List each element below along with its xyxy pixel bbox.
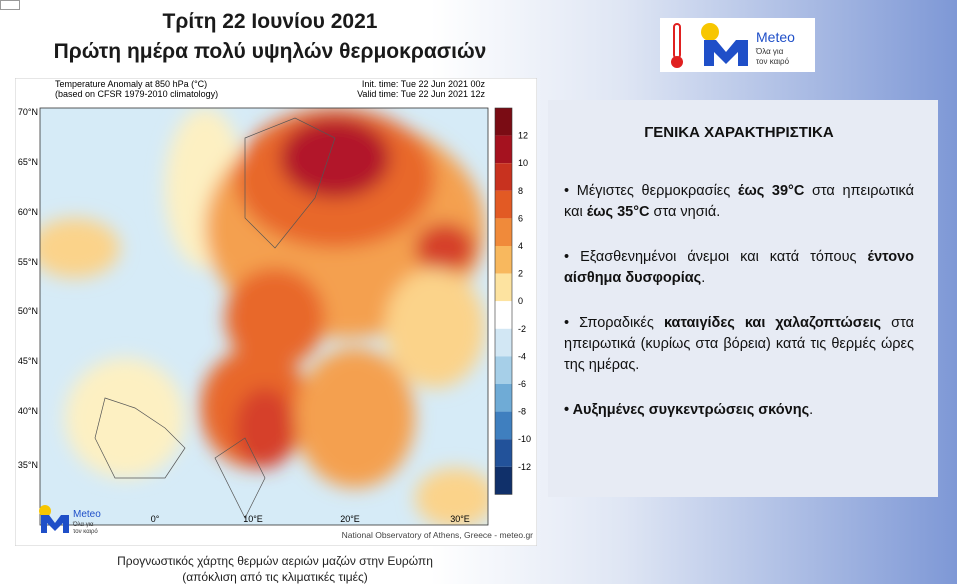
colorbar-label: 10 [518, 158, 528, 168]
panel-heading: ΓΕΝΙΚΑ ΧΑΡΑΚΤΗΡΙΣΤΙΚΑ [644, 124, 834, 141]
bullet-list: • Μέγιστες θερμοκρασίες έως 39°C στα ηπε… [564, 181, 914, 421]
colorbar-label: 12 [518, 131, 528, 141]
bullet-text: έντονο αίσθημα δυσφορίας [564, 249, 914, 286]
lat-label: 70°N [18, 107, 38, 117]
colorbar-segment [495, 384, 512, 412]
credit: National Observatory of Athens, Greece -… [342, 530, 534, 540]
colorbar-label: -12 [518, 462, 531, 472]
colorbar-label: 2 [518, 269, 523, 279]
colorbar-label: 6 [518, 213, 523, 223]
bullet-text: στα ηπειρωτικά και [564, 183, 914, 220]
map-figure: Temperature Anomaly at 850 hPa (°C) (bas… [15, 78, 537, 546]
colorbar-segment [495, 301, 512, 329]
bullet: • Μέγιστες θερμοκρασίες έως 39°C στα ηπε… [564, 181, 914, 223]
colorbar-frame [494, 107, 513, 495]
colorbar-label: -2 [518, 324, 526, 334]
colorbar-segment [495, 411, 512, 440]
lat-label: 40°N [18, 406, 38, 416]
colorbar: 12 10 8 6 4 2 0 -2 -4 -6 -8 -10 -12 [494, 107, 531, 495]
bullet-text: • Μέγιστες θερμοκρασίες [564, 183, 738, 199]
colorbar-segment [495, 273, 512, 302]
info-panel: ΓΕΝΙΚΑ ΧΑΡΑΚΤΗΡΙΣΤΙΚΑ • Μέγιστες θερμοκρ… [548, 100, 938, 497]
bullet-text: στα νησιά. [649, 204, 721, 220]
bullet-text: καταιγίδες και χαλαζοπτώσεις [663, 315, 882, 331]
subtitle: Πρώτη ημέρα πολύ υψηλών θερμοκρασιών [53, 40, 487, 63]
map-logo-sun [39, 505, 51, 517]
lat-label: 35°N [18, 460, 38, 470]
thermometer-bulb [671, 56, 683, 68]
bullet-text: • Εξασθενημένοι άνεμοι και κατά τόπους [564, 249, 868, 265]
coastlines [94, 117, 336, 519]
logo-tagline: τον καιρό [756, 57, 790, 66]
caption: Προγνωστικός χάρτης θερμών αεριών μαζών … [15, 553, 535, 584]
valid-time: Valid time: Tue 22 Jun 2021 12z [357, 89, 485, 99]
map-title: (based on CFSR 1979-2010 climatology) [55, 89, 218, 99]
lat-label: 45°N [18, 356, 38, 366]
colorbar-segment [495, 218, 512, 246]
colorbar-segment [495, 356, 512, 384]
title: Τρίτη 22 Ιουνίου 2021 [162, 10, 378, 33]
bullet: • Εξασθενημένοι άνεμοι και κατά τόπους έ… [564, 247, 914, 289]
logo-name: Meteo [756, 29, 795, 45]
bullet-text: έως 39°C [737, 183, 805, 199]
init-time: Init. time: Tue 22 Jun 2021 00z [362, 79, 486, 89]
sun [701, 23, 719, 41]
lat-label: 50°N [18, 306, 38, 316]
map-logo-m [41, 515, 69, 533]
map-frame [39, 107, 489, 526]
lon-label: 30°E [450, 514, 470, 524]
bullet: • Σποραδικές καταιγίδες και χαλαζοπτώσει… [564, 313, 914, 376]
lat-label: 65°N [18, 157, 38, 167]
colorbar-segment [495, 328, 512, 357]
lon-label: 10°E [243, 514, 263, 524]
lon-label: 0° [151, 514, 160, 524]
colorbar-segment [495, 135, 512, 164]
colorbar-label: 8 [518, 186, 523, 196]
lat-label: 55°N [18, 257, 38, 267]
map-logo-name: Meteo [73, 509, 101, 520]
colorbar-segment [495, 190, 512, 219]
map-title: Temperature Anomaly at 850 hPa (°C) [55, 79, 207, 89]
colorbar-label: -8 [518, 407, 526, 417]
bullet-text: • Αυξημένες συγκεντρώσεις σκόνης [564, 402, 810, 418]
corner-icon [0, 0, 20, 10]
thermometer [673, 23, 681, 59]
colorbar-segment [495, 163, 512, 191]
colorbar-segment [495, 439, 512, 467]
colorbar-label: 4 [518, 241, 523, 251]
colorbar-label: -10 [518, 434, 531, 444]
colorbar-label: -6 [518, 379, 526, 389]
colorbar-segment [495, 108, 512, 136]
lon-labels: 0° 10°E 20°E 30°E [151, 514, 470, 524]
bullet-text: . [809, 402, 814, 418]
anomaly-blobs [40, 108, 488, 525]
lat-label: 60°N [18, 207, 38, 217]
bullet-text: έως 35°C [586, 204, 650, 220]
map-field [40, 108, 488, 525]
colorbar-label: -4 [518, 351, 526, 361]
bullet: • Αυξημένες συγκεντρώσεις σκόνης. [564, 400, 914, 421]
colorbar-label: 0 [518, 296, 523, 306]
colorbar-segment [495, 466, 512, 495]
logo-tagline: Όλα για [755, 47, 784, 56]
lon-label: 20°E [340, 514, 360, 524]
bullet-text: στα ηπειρωτικά (κυρίως στα βόρεια) κατά … [564, 315, 914, 373]
bullet-text: . [701, 270, 706, 286]
caption-line: (απόκλιση από τις κλιματικές τιμές) [182, 570, 368, 584]
map-logo-tagline: τον καιρό [73, 528, 98, 535]
colorbar-segment [495, 246, 512, 274]
caption-line: Προγνωστικός χάρτης θερμών αεριών μαζών … [117, 554, 433, 568]
bullet-text: • Σποραδικές [564, 315, 664, 331]
m-mark [704, 40, 748, 66]
lat-labels: 70°N 65°N 60°N 55°N 50°N 45°N 40°N 35°N [18, 107, 38, 470]
top-logo: Meteo Όλα για τον καιρό [660, 18, 815, 72]
map-logo-tagline: Όλα για [72, 522, 94, 528]
